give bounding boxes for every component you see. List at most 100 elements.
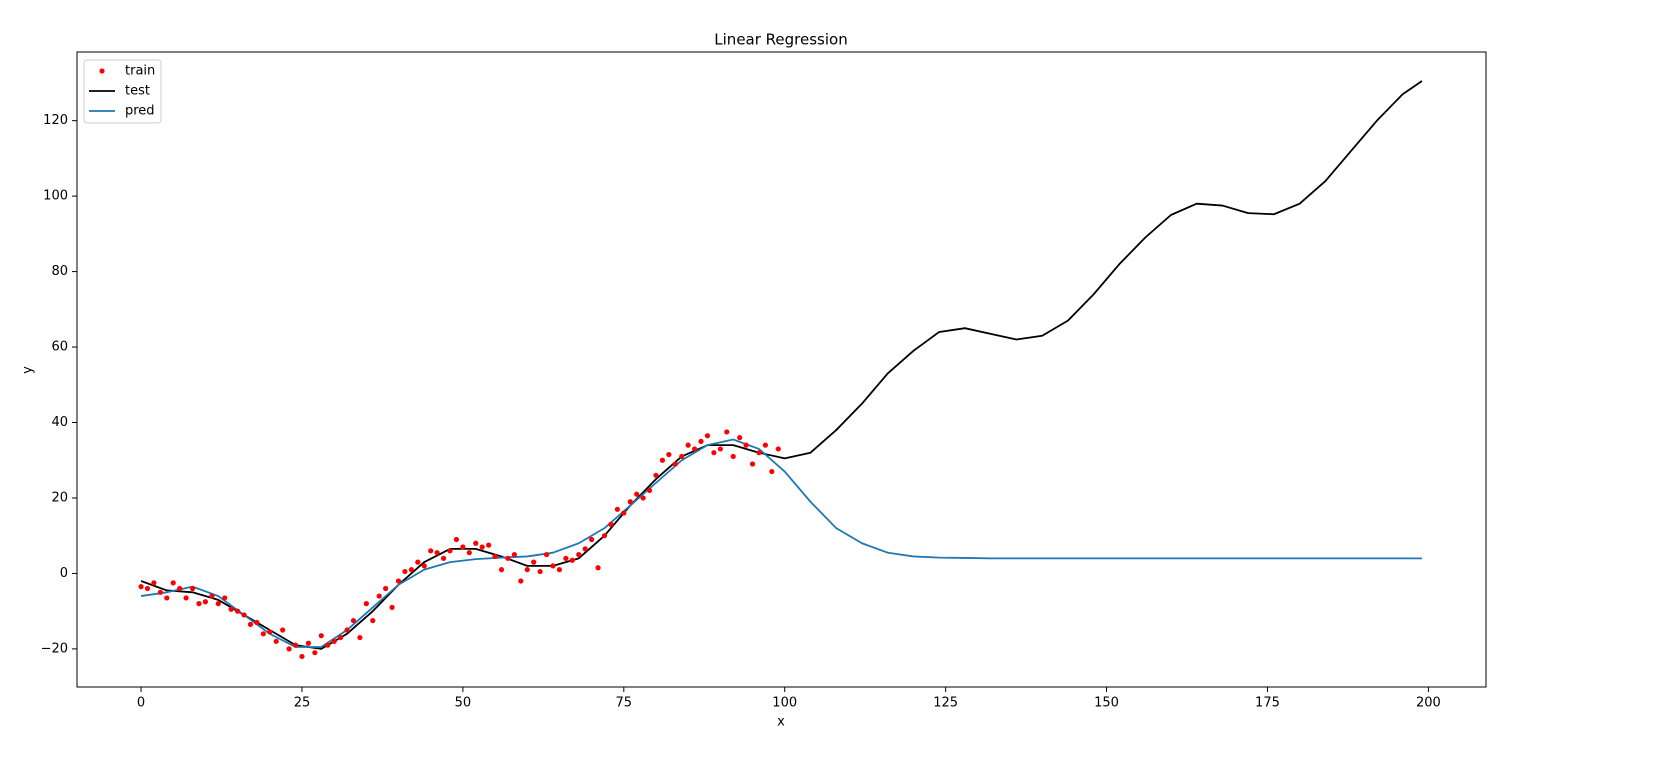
legend-marker bbox=[99, 68, 105, 74]
train-point bbox=[144, 585, 151, 592]
train-point bbox=[704, 433, 711, 439]
train-point bbox=[318, 633, 324, 639]
train-point bbox=[331, 638, 337, 644]
train-point bbox=[524, 567, 530, 573]
y-tick-label: 20 bbox=[51, 490, 68, 505]
train-point bbox=[486, 542, 492, 548]
train-point bbox=[537, 568, 543, 575]
y-tick-label: 40 bbox=[51, 415, 68, 430]
train-point bbox=[589, 536, 595, 543]
train-point bbox=[247, 621, 254, 627]
train-point bbox=[634, 491, 640, 497]
y-tick-label: 0 bbox=[60, 566, 68, 581]
train-point bbox=[679, 453, 685, 460]
train-point bbox=[666, 451, 672, 458]
train-point bbox=[344, 627, 350, 633]
train-point bbox=[698, 438, 704, 444]
train-point bbox=[408, 567, 414, 573]
train-point bbox=[646, 487, 653, 494]
train-point bbox=[228, 606, 234, 612]
train-point bbox=[724, 429, 730, 435]
train-point bbox=[292, 642, 299, 648]
train-point bbox=[299, 653, 305, 660]
train-point bbox=[273, 638, 279, 644]
legend-label: train bbox=[125, 64, 155, 79]
train-point bbox=[350, 617, 357, 624]
train-point bbox=[498, 567, 505, 573]
train-point bbox=[196, 601, 202, 607]
x-tick-label: 100 bbox=[772, 696, 797, 711]
x-tick-label: 125 bbox=[933, 696, 958, 711]
train-point bbox=[756, 450, 762, 456]
train-point bbox=[337, 634, 344, 641]
train-point bbox=[170, 580, 176, 586]
x-tick-label: 50 bbox=[455, 696, 472, 711]
train-point bbox=[260, 631, 266, 637]
train-point bbox=[769, 468, 775, 475]
train-point bbox=[447, 548, 453, 554]
train-point bbox=[428, 548, 434, 554]
train-point bbox=[434, 550, 440, 556]
train-point bbox=[621, 510, 627, 516]
x-axis-label: x bbox=[777, 715, 785, 730]
train-point bbox=[286, 646, 292, 652]
x-tick-label: 175 bbox=[1255, 696, 1280, 711]
train-point bbox=[202, 599, 209, 605]
train-point bbox=[395, 578, 402, 584]
train-point bbox=[717, 446, 723, 452]
y-tick-label: 60 bbox=[51, 340, 68, 355]
train-point bbox=[177, 585, 183, 592]
train-point bbox=[222, 595, 228, 601]
train-point bbox=[157, 589, 163, 595]
plot-frame bbox=[76, 51, 1487, 688]
train-point bbox=[543, 551, 550, 558]
train-point bbox=[659, 457, 666, 463]
train-point bbox=[376, 593, 382, 599]
train-point bbox=[138, 584, 144, 590]
train-point bbox=[164, 595, 170, 601]
train-point bbox=[466, 550, 472, 556]
train-point bbox=[627, 499, 633, 505]
y-tick-label: −20 bbox=[41, 641, 68, 656]
train-point bbox=[550, 563, 556, 569]
train-point bbox=[421, 563, 427, 569]
legend-box bbox=[83, 59, 162, 124]
train-point bbox=[151, 580, 157, 586]
x-tick-label: 75 bbox=[616, 696, 633, 711]
x-tick-label: 0 bbox=[137, 696, 145, 711]
train-point bbox=[576, 551, 582, 558]
train-point bbox=[453, 536, 460, 543]
train-point bbox=[563, 555, 569, 561]
train-point bbox=[692, 446, 698, 452]
train-point bbox=[762, 442, 769, 448]
train-point bbox=[189, 585, 196, 592]
train-point bbox=[305, 640, 312, 646]
chart-title: Linear Regression bbox=[714, 31, 847, 49]
train-point bbox=[241, 612, 247, 618]
x-tick-label: 200 bbox=[1416, 696, 1441, 711]
train-point bbox=[183, 595, 189, 601]
train-point bbox=[711, 450, 717, 456]
train-point bbox=[601, 533, 608, 539]
train-point bbox=[280, 627, 286, 633]
train-point bbox=[614, 506, 620, 512]
train-point bbox=[743, 442, 749, 448]
train-point bbox=[775, 446, 781, 452]
train-point bbox=[363, 601, 369, 607]
train-point bbox=[479, 544, 485, 550]
train-point bbox=[267, 629, 273, 635]
train-point bbox=[511, 551, 517, 558]
train-point bbox=[215, 601, 221, 607]
train-point bbox=[234, 608, 241, 614]
train-point bbox=[402, 568, 408, 575]
train-point bbox=[640, 495, 646, 501]
train-point bbox=[473, 540, 479, 546]
train-point bbox=[749, 461, 756, 467]
x-tick-label: 150 bbox=[1094, 696, 1119, 711]
train-point bbox=[595, 565, 601, 571]
train-point bbox=[312, 650, 318, 656]
y-axis-label: y bbox=[21, 366, 36, 374]
train-point bbox=[383, 585, 389, 592]
series-line bbox=[140, 80, 1423, 650]
